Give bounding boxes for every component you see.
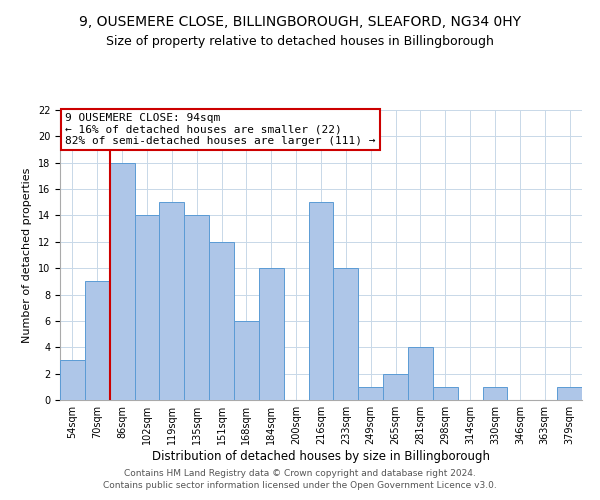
Bar bbox=[259, 268, 284, 400]
X-axis label: Distribution of detached houses by size in Billingborough: Distribution of detached houses by size … bbox=[152, 450, 490, 463]
Bar bbox=[209, 242, 234, 400]
Bar bbox=[383, 374, 408, 400]
Bar bbox=[308, 202, 334, 400]
Bar bbox=[433, 387, 458, 400]
Bar bbox=[358, 387, 383, 400]
Bar bbox=[184, 216, 209, 400]
Text: 9, OUSEMERE CLOSE, BILLINGBOROUGH, SLEAFORD, NG34 0HY: 9, OUSEMERE CLOSE, BILLINGBOROUGH, SLEAF… bbox=[79, 15, 521, 29]
Bar bbox=[85, 282, 110, 400]
Bar bbox=[334, 268, 358, 400]
Y-axis label: Number of detached properties: Number of detached properties bbox=[22, 168, 32, 342]
Bar bbox=[60, 360, 85, 400]
Bar bbox=[110, 162, 134, 400]
Text: Size of property relative to detached houses in Billingborough: Size of property relative to detached ho… bbox=[106, 35, 494, 48]
Bar bbox=[234, 321, 259, 400]
Bar bbox=[408, 348, 433, 400]
Bar bbox=[557, 387, 582, 400]
Bar bbox=[160, 202, 184, 400]
Bar bbox=[482, 387, 508, 400]
Text: Contains HM Land Registry data © Crown copyright and database right 2024.
Contai: Contains HM Land Registry data © Crown c… bbox=[103, 468, 497, 490]
Text: 9 OUSEMERE CLOSE: 94sqm
← 16% of detached houses are smaller (22)
82% of semi-de: 9 OUSEMERE CLOSE: 94sqm ← 16% of detache… bbox=[65, 113, 376, 146]
Bar bbox=[134, 216, 160, 400]
